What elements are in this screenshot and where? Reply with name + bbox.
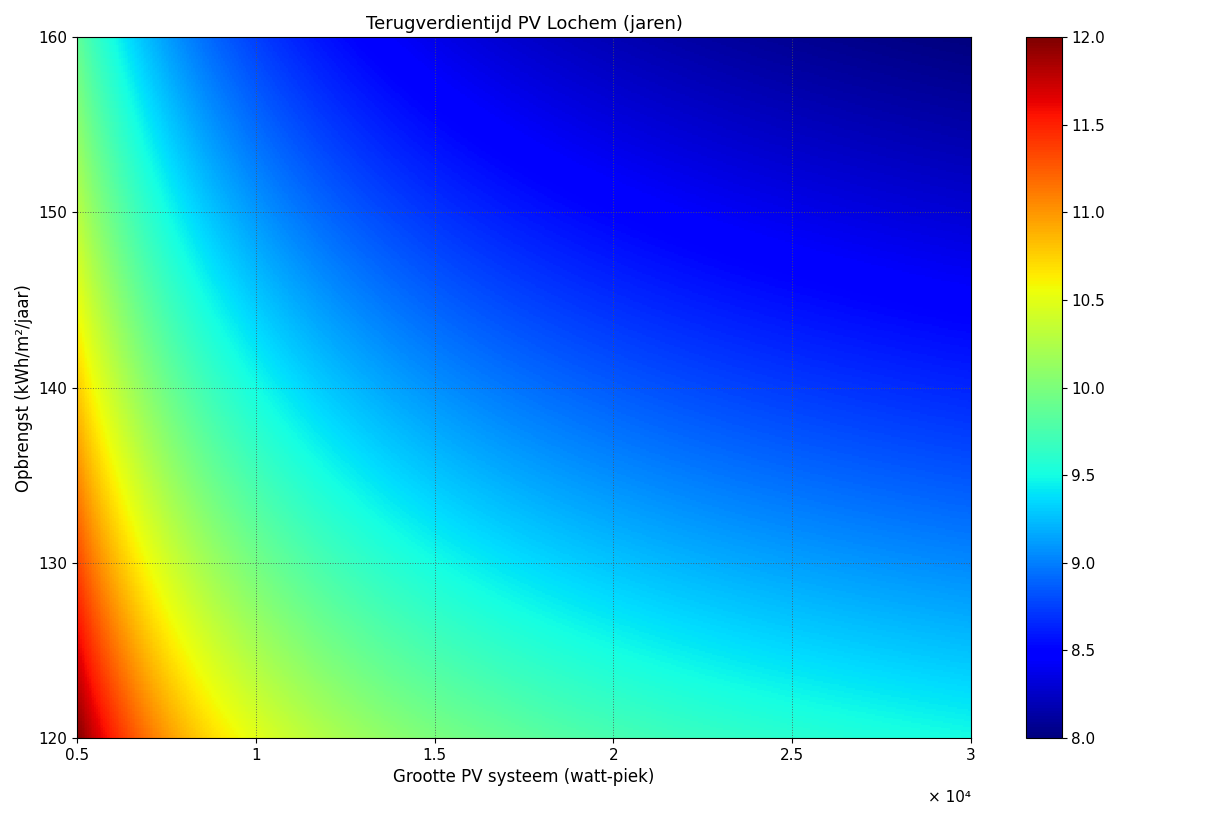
- Text: × 10⁴: × 10⁴: [927, 791, 971, 805]
- X-axis label: Grootte PV systeem (watt-piek): Grootte PV systeem (watt-piek): [393, 769, 654, 786]
- Title: Terugverdientijd PV Lochem (jaren): Terugverdientijd PV Lochem (jaren): [365, 15, 682, 33]
- Y-axis label: Opbrengst (kWh/m²/jaar): Opbrengst (kWh/m²/jaar): [15, 284, 33, 491]
